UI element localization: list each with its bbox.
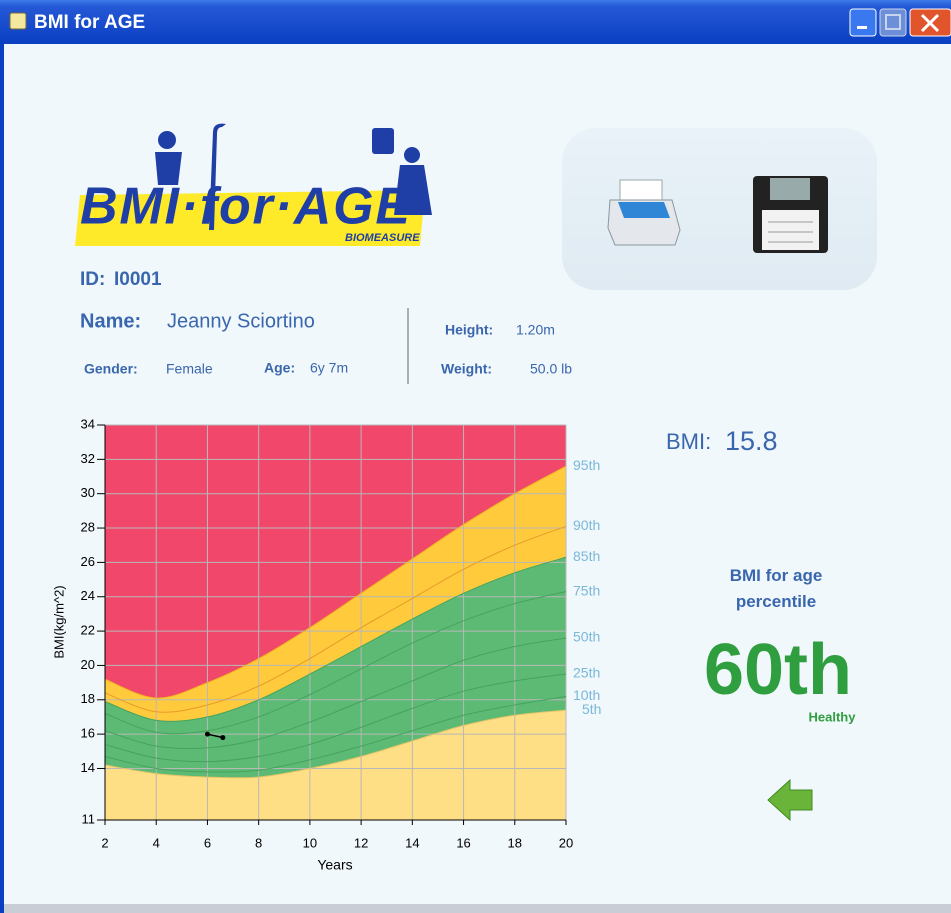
y-tick-label: 14 — [81, 760, 95, 775]
window-title: BMI for AGE — [34, 12, 145, 33]
id-value: I0001 — [114, 269, 162, 290]
logo-figure — [404, 147, 420, 163]
percentile-label: 85th — [573, 548, 600, 564]
percentile-line — [104, 465, 567, 699]
x-tick-label: 2 — [101, 835, 108, 850]
percentile-line — [104, 637, 567, 750]
save-button[interactable] — [753, 176, 828, 253]
close-glyph — [920, 13, 940, 33]
y-tick-label: 11 — [82, 811, 96, 826]
bmi-label: BMI: — [666, 429, 711, 454]
minimize-glyph — [857, 26, 867, 29]
logo-figure — [155, 152, 182, 185]
percentile-line — [104, 709, 567, 779]
percentile-label: 50th — [573, 629, 600, 645]
floppy-label — [762, 210, 819, 250]
percentile-line — [104, 525, 567, 713]
y-axis-label: BMI(kg/m^2) — [51, 585, 66, 658]
weight-label: Weight: — [441, 361, 492, 377]
window-bottom — [4, 904, 951, 913]
patient-point — [220, 735, 226, 741]
floppy-shutter — [770, 178, 810, 200]
x-tick-label: 4 — [153, 835, 160, 850]
logo-figure — [394, 165, 432, 215]
back-button[interactable] — [767, 778, 813, 822]
logo-text: BMI·for·AGE — [80, 178, 411, 236]
percentile-label: 5th — [582, 701, 601, 717]
x-tick-label: 6 — [204, 835, 211, 850]
percentile-value: 60th — [704, 630, 852, 710]
name-value: Jeanny Sciortino — [167, 310, 315, 332]
minimize-button[interactable] — [849, 8, 877, 37]
percentile-title: BMI for age percentile — [729, 566, 823, 611]
x-tick-label: 14 — [405, 835, 419, 850]
height-label: Height: — [445, 322, 493, 338]
bmi-value: 15.8 — [725, 426, 778, 456]
percentile-line — [104, 556, 567, 722]
weight-value: 50.0 lb — [530, 361, 572, 377]
x-tick-label: 12 — [354, 835, 368, 850]
app-icon — [9, 12, 27, 30]
x-tick-label: 18 — [508, 835, 522, 850]
patient-line — [207, 733, 223, 739]
y-tick-label: 24 — [81, 588, 95, 603]
chart: BMI(kg/m^2) Years 95th90th85th75th50th25… — [51, 416, 601, 872]
percentile-title-box: BMI for age percentile — [729, 566, 823, 611]
y-tick-label: 18 — [81, 691, 95, 706]
age-value: 6y 7m — [310, 360, 348, 376]
logo-scale — [209, 123, 226, 230]
floppy-lines — [768, 221, 813, 243]
gender-label: Gender: — [84, 361, 138, 377]
maximize-glyph — [885, 14, 901, 30]
logo-subtitle: BIOMEASURE — [345, 232, 420, 244]
x-tick-label: 16 — [456, 835, 470, 850]
y-tick-label: 32 — [81, 451, 95, 466]
percentile-line — [104, 591, 567, 735]
y-tick-label: 26 — [81, 554, 95, 569]
percentile-label: 10th — [573, 687, 600, 703]
status: Healthy — [809, 709, 857, 724]
y-tick-label: 20 — [81, 657, 95, 672]
percentile-label: 25th — [573, 665, 600, 681]
age-label: Age: — [264, 360, 295, 376]
y-tick-label: 30 — [81, 485, 95, 500]
logo-band — [75, 190, 425, 246]
y-tick-label: 34 — [81, 416, 95, 431]
percentile-line — [104, 695, 567, 773]
maximize-button[interactable] — [879, 8, 907, 37]
id-label: ID: — [80, 269, 105, 290]
percentile-label: 90th — [573, 517, 600, 533]
percentile-label: 95th — [573, 457, 600, 473]
x-tick-label: 8 — [255, 835, 262, 850]
y-tick-label: 22 — [81, 623, 95, 638]
name-label: Name: — [80, 310, 141, 332]
y-tick-label: 16 — [81, 726, 95, 741]
printer-paper — [619, 179, 663, 201]
x-tick-label: 10 — [303, 835, 317, 850]
print-button[interactable] — [607, 179, 681, 246]
percentile-area — [105, 710, 566, 820]
percentile-label: 75th — [573, 582, 600, 598]
x-axis-label: Years — [317, 857, 352, 873]
gender-value: Female — [166, 361, 213, 377]
logo: BMI·for·AGE BIOMEASURE — [75, 123, 432, 246]
logo-sign — [372, 128, 394, 154]
title-bar — [0, 0, 951, 44]
logo-figure — [158, 131, 176, 149]
height-value: 1.20m — [516, 322, 555, 338]
x-tick-label: 20 — [559, 835, 573, 850]
y-tick-label: 28 — [81, 519, 95, 534]
percentile-line — [104, 673, 567, 763]
printer-screen — [618, 202, 670, 218]
patient-point — [204, 731, 210, 737]
